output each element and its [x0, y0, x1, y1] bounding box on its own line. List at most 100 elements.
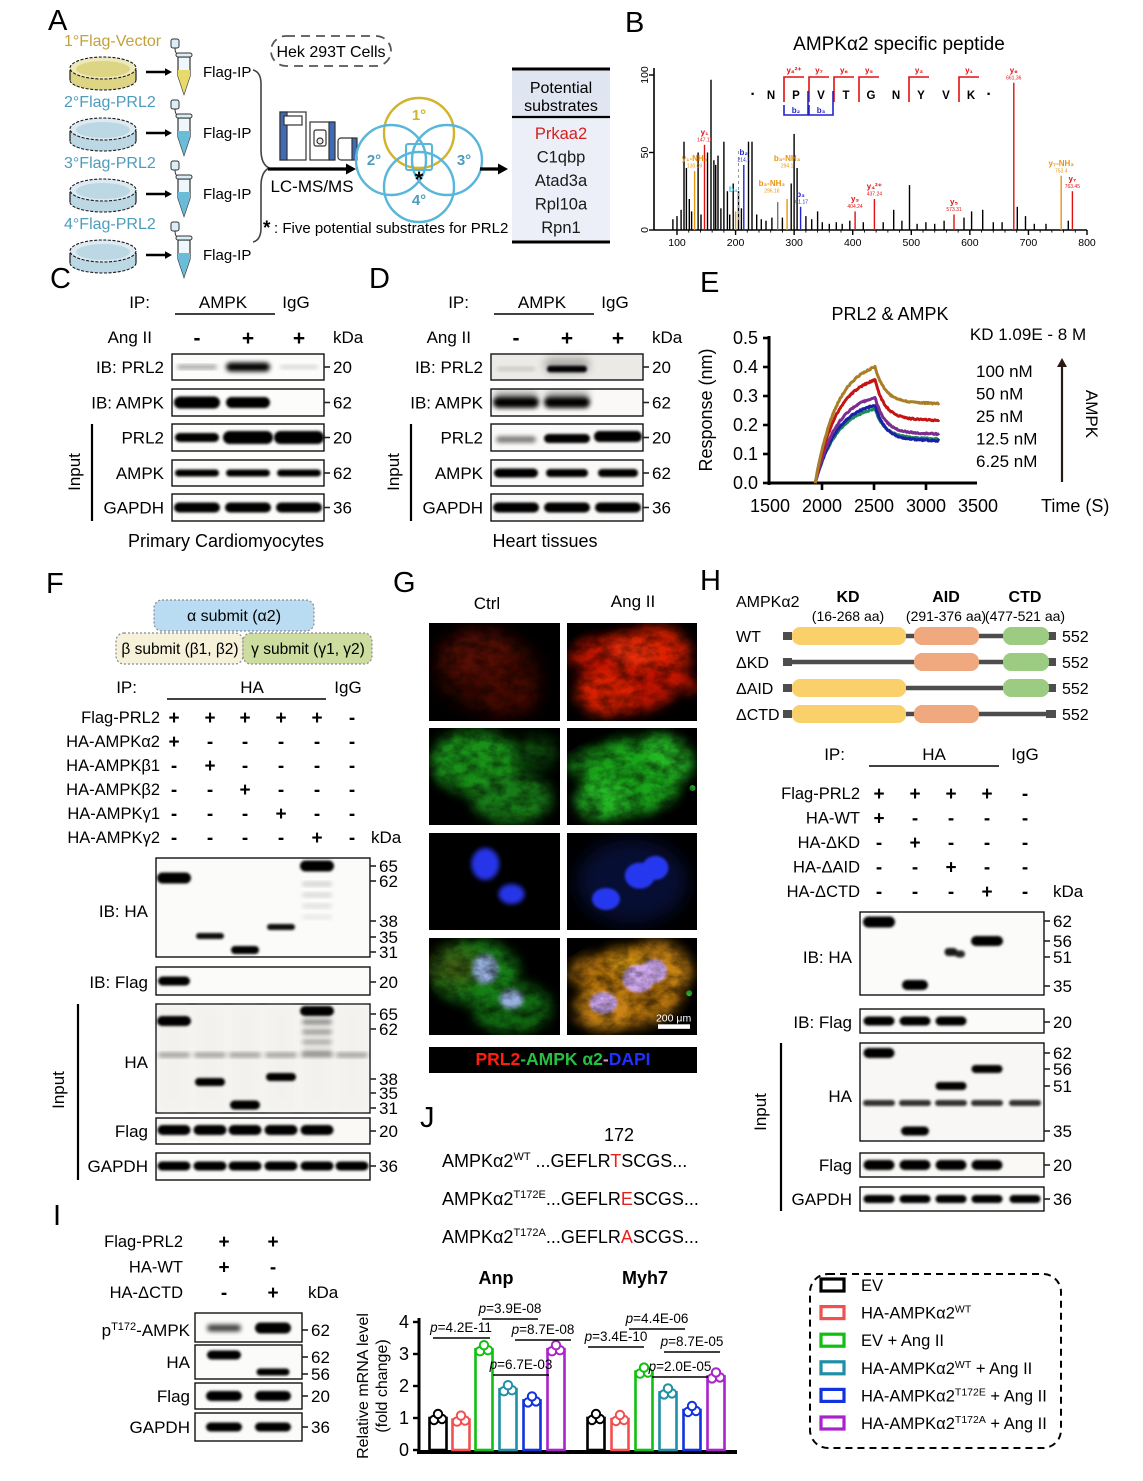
- svg-text:kDa: kDa: [1053, 882, 1084, 901]
- svg-text:(fold change): (fold change): [374, 1339, 391, 1432]
- svg-text:IB: HA: IB: HA: [99, 902, 149, 921]
- svg-text:+: +: [981, 784, 992, 805]
- svg-text:IB: AMPK: IB: AMPK: [91, 394, 164, 413]
- svg-text:0.2: 0.2: [733, 415, 758, 435]
- svg-text:AMPKα2: AMPKα2: [736, 594, 800, 611]
- svg-text:552: 552: [1062, 629, 1089, 646]
- svg-text:P: P: [792, 90, 800, 102]
- svg-text:-: -: [349, 732, 355, 753]
- svg-text:-: -: [876, 833, 882, 854]
- svg-text:4°: 4°: [412, 192, 426, 209]
- svg-text:*: *: [263, 218, 271, 239]
- svg-text:y₅: y₅: [865, 66, 873, 75]
- svg-text:552: 552: [1062, 707, 1089, 724]
- svg-text:+: +: [873, 809, 884, 830]
- svg-text:3500: 3500: [958, 496, 998, 516]
- svg-text:GAPDH: GAPDH: [423, 499, 483, 518]
- svg-text:172: 172: [604, 1125, 634, 1145]
- svg-text:WT: WT: [736, 629, 761, 646]
- svg-text:56: 56: [1053, 932, 1072, 951]
- svg-text:36: 36: [652, 499, 671, 518]
- svg-text:Input: Input: [65, 453, 84, 491]
- svg-text:-: -: [207, 780, 213, 801]
- svg-text:+: +: [242, 327, 254, 350]
- svg-text:65: 65: [379, 857, 398, 876]
- svg-text:-: -: [1022, 882, 1028, 903]
- svg-text:0.4: 0.4: [733, 357, 758, 377]
- svg-text:HA-AMPKα2: HA-AMPKα2: [66, 733, 160, 751]
- svg-text:3°: 3°: [457, 152, 471, 169]
- svg-text:-: -: [876, 882, 882, 903]
- svg-text:-: -: [948, 809, 954, 830]
- svg-text:+: +: [239, 708, 250, 729]
- svg-text:p=8.7E-08: p=8.7E-08: [511, 1322, 575, 1337]
- svg-text:-: -: [912, 809, 918, 830]
- svg-text:-: -: [984, 809, 990, 830]
- svg-text:3: 3: [399, 1344, 409, 1364]
- svg-text:-: -: [194, 327, 201, 350]
- svg-text:kDa: kDa: [308, 1283, 339, 1302]
- svg-text:-: -: [876, 858, 882, 879]
- svg-text:I: I: [53, 1200, 61, 1232]
- svg-text:62: 62: [333, 394, 352, 413]
- svg-text:Ang II: Ang II: [427, 328, 471, 347]
- svg-text:+: +: [267, 1232, 278, 1253]
- svg-text:b₂: b₂: [792, 106, 801, 115]
- svg-text:b₃-NH₃: b₃-NH₃: [759, 179, 786, 188]
- svg-text:200 μm: 200 μm: [656, 1012, 691, 1024]
- svg-text:p=4.2E-11: p=4.2E-11: [429, 1320, 492, 1335]
- svg-text:y₇: y₇: [1069, 174, 1077, 183]
- svg-text:KD: KD: [836, 589, 859, 606]
- svg-text:+: +: [293, 327, 305, 350]
- svg-text:F: F: [46, 568, 64, 600]
- svg-text:V: V: [942, 90, 950, 102]
- svg-text:62: 62: [652, 394, 671, 413]
- svg-text:Input: Input: [751, 1093, 770, 1131]
- svg-text:+: +: [275, 804, 286, 825]
- svg-text:1: 1: [399, 1408, 409, 1428]
- svg-text:+: +: [168, 708, 179, 729]
- svg-text:y₇-NH₃: y₇-NH₃: [1048, 159, 1074, 168]
- svg-text:700: 700: [1020, 237, 1038, 249]
- svg-text:+: +: [275, 708, 286, 729]
- svg-text:38: 38: [379, 912, 398, 931]
- svg-text:-: -: [278, 756, 284, 777]
- svg-text:2000: 2000: [802, 496, 842, 516]
- svg-text:4°Flag-PRL2: 4°Flag-PRL2: [64, 216, 156, 233]
- svg-text:HA-AMPKα2WT + Ang II: HA-AMPKα2WT + Ang II: [861, 1359, 1032, 1378]
- svg-text:-: -: [984, 833, 990, 854]
- svg-text:GAPDH: GAPDH: [792, 1190, 852, 1209]
- svg-text:y₁: y₁: [965, 66, 973, 75]
- svg-text:y₄²⁺: y₄²⁺: [867, 182, 882, 191]
- svg-text:HA-ΔAID: HA-ΔAID: [793, 859, 860, 877]
- svg-text:552: 552: [1062, 655, 1089, 672]
- svg-text:Ctrl: Ctrl: [474, 594, 500, 613]
- svg-text:KD 1.09E - 8 M: KD 1.09E - 8 M: [970, 325, 1086, 344]
- svg-text:+: +: [909, 833, 920, 854]
- svg-text:Flag-IP: Flag-IP: [203, 125, 251, 142]
- svg-text:661.36: 661.36: [1006, 75, 1022, 81]
- svg-text:HA: HA: [166, 1353, 190, 1372]
- svg-text:-: -: [242, 828, 248, 849]
- svg-text:PRL2: PRL2: [440, 429, 483, 448]
- svg-text:HA-ΔKD: HA-ΔKD: [798, 834, 860, 852]
- svg-text:0: 0: [639, 227, 651, 233]
- svg-text:-: -: [242, 804, 248, 825]
- svg-text:HA-AMPKα2WT: HA-AMPKα2WT: [861, 1304, 972, 1323]
- svg-text:Ang II: Ang II: [611, 592, 655, 611]
- svg-text:·: ·: [986, 86, 991, 103]
- svg-text:*: *: [415, 167, 424, 192]
- svg-text:Input: Input: [49, 1071, 68, 1109]
- svg-text:γ submit (γ1, γ2): γ submit (γ1, γ2): [251, 641, 365, 658]
- svg-text:Flag: Flag: [819, 1156, 852, 1175]
- svg-text:Prkaa2: Prkaa2: [535, 125, 587, 143]
- svg-text:p=4.4E-06: p=4.4E-06: [625, 1311, 689, 1326]
- svg-text:HA: HA: [240, 678, 264, 697]
- svg-text:G: G: [393, 567, 416, 599]
- svg-text:Heart tissues: Heart tissues: [492, 531, 597, 551]
- svg-text:AMPK: AMPK: [435, 464, 484, 483]
- svg-text:2°Flag-PRL2: 2°Flag-PRL2: [64, 94, 156, 111]
- svg-text:-: -: [278, 732, 284, 753]
- svg-text:500: 500: [903, 237, 921, 249]
- svg-text:0.0: 0.0: [733, 473, 758, 493]
